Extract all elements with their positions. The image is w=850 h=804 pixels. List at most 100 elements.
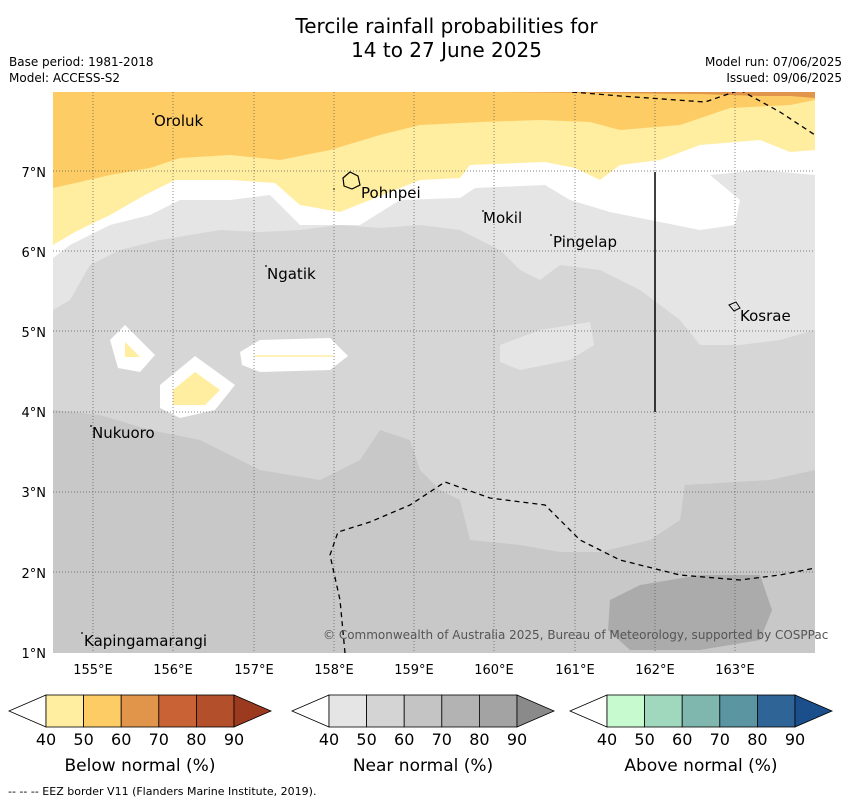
colorbar-bin — [403, 694, 443, 728]
base-period: Base period: 1981-2018 — [9, 55, 154, 69]
colorbar-tick-label: 60 — [394, 730, 414, 749]
lon-tick: 159°E — [394, 663, 434, 678]
lat-tick: 1°N — [22, 647, 47, 662]
colorbar-extend-low — [568, 694, 608, 728]
colorbar-tick-label: 90 — [224, 730, 244, 749]
lon-tick: 160°E — [474, 663, 514, 678]
colorbar-bin — [606, 694, 645, 728]
lon-tick: 157°E — [234, 663, 274, 678]
colorbar-bin — [195, 694, 235, 728]
colorbar-extend-low — [7, 694, 47, 728]
colorbar-bin — [478, 694, 518, 728]
pohnpei-coastline — [342, 171, 361, 190]
colorbar-tick-label: 70 — [432, 730, 452, 749]
colorbar-1: 40 50 60 70 80 90 Near normal (%) — [290, 694, 556, 776]
colorbar-bin — [328, 694, 367, 728]
label-oroluk: Oroluk — [154, 112, 203, 130]
kosrae-coastline — [728, 301, 741, 312]
near-normal-ngatik-blob — [240, 255, 420, 300]
colorbar-legends: 40 50 60 70 80 90 Below normal (%) 40 50 60 70 80 90… — [7, 694, 834, 776]
mokil-dot — [482, 210, 484, 212]
lon-tick: 158°E — [314, 663, 354, 678]
colorbar-bin — [757, 694, 796, 728]
title-line-2: 14 to 27 June 2025 — [351, 38, 542, 62]
graticule — [53, 92, 815, 653]
colorbar-extend-low — [290, 694, 330, 728]
colorbar-title: Below normal (%) — [65, 756, 216, 776]
forecast-field — [53, 92, 815, 653]
colorbar-tick-label: 40 — [36, 730, 56, 749]
colorbar-bin — [681, 694, 721, 728]
colorbar-0: 40 50 60 70 80 90 Below normal (%) — [7, 694, 273, 776]
pingelap-dot — [550, 234, 552, 236]
colorbar-bin — [644, 694, 683, 728]
map-title: Tercile rainfall probabilities for 14 to… — [0, 14, 850, 62]
colorbar-tick-label: 70 — [710, 730, 730, 749]
colorbar-tick-label: 40 — [597, 730, 617, 749]
below-normal-50-60 — [53, 92, 815, 188]
colorbar-bin — [120, 694, 160, 728]
colorbar-tick-label: 50 — [634, 730, 654, 749]
below-normal-patch-2 — [173, 372, 220, 405]
near-normal-patch — [500, 322, 594, 370]
below-normal-patch-1 — [125, 342, 140, 357]
copyright-notice: © Commonwealth of Australia 2025, Bureau… — [323, 628, 829, 642]
white-ring-1 — [110, 325, 155, 372]
colorbar-bin — [441, 694, 480, 728]
white-ring-3 — [240, 338, 348, 372]
eez-legend-note: -- -- -- EEZ border V11 (Flanders Marine… — [8, 785, 317, 798]
label-pingelap: Pingelap — [553, 233, 617, 251]
colorbar-tick-label: 40 — [319, 730, 339, 749]
lat-tick: 4°N — [22, 406, 47, 421]
colorbar-tick-label: 90 — [507, 730, 527, 749]
lat-tick: 7°N — [22, 166, 47, 181]
colorbar-extend-high — [794, 694, 834, 728]
colorbar-tick-label: 50 — [73, 730, 93, 749]
colorbar-tick-label: 80 — [747, 730, 767, 749]
oroluk-dot — [152, 113, 154, 115]
colorbar-extend-high — [233, 694, 273, 728]
near-normal-70-80 — [608, 575, 772, 650]
colorbar-tick-label: 60 — [672, 730, 692, 749]
label-ngatik: Ngatik — [267, 265, 316, 283]
model-name: Model: ACCESS-S2 — [9, 71, 121, 85]
colorbar-bin — [719, 694, 758, 728]
ngatik-dot — [265, 265, 267, 267]
label-nukuoro: Nukuoro — [92, 424, 155, 442]
lat-tick: 3°N — [22, 486, 47, 501]
lon-tick: 163°E — [715, 663, 755, 678]
colorbar-extend-high — [516, 694, 556, 728]
colorbar-2: 40 50 60 70 80 90 Above normal (%) — [568, 694, 834, 776]
lat-tick: 5°N — [22, 326, 47, 341]
label-kosrae: Kosrae — [740, 307, 791, 325]
model-run: Model run: 07/06/2025 — [704, 55, 842, 69]
issued-date: Issued: 09/06/2025 — [726, 71, 842, 85]
colorbar-title: Near normal (%) — [353, 756, 493, 776]
label-kapingamarangi: Kapingamarangi — [84, 632, 207, 650]
colorbar-bin — [83, 694, 122, 728]
colorbar-bin — [366, 694, 405, 728]
lat-tick: 6°N — [22, 246, 47, 261]
nukuoro-dot — [90, 425, 92, 427]
meta-right: Model run: 07/06/2025 Issued: 09/06/2025 — [705, 54, 842, 86]
map-panel: Oroluk Pohnpei Mokil Pingelap Ngatik Kos… — [22, 92, 815, 678]
colorbar-tick-label: 90 — [785, 730, 805, 749]
lat-axis: 1°N 2°N 3°N 4°N 5°N 6°N 7°N — [22, 166, 47, 662]
colorbar-title: Above normal (%) — [624, 756, 777, 776]
colorbar-bin — [158, 694, 197, 728]
pohnpei-islet-dot — [333, 188, 335, 190]
colorbar-tick-label: 50 — [356, 730, 376, 749]
lon-tick: 162°E — [635, 663, 675, 678]
colorbar-bin — [45, 694, 84, 728]
colorbar-tick-label: 80 — [186, 730, 206, 749]
title-line-1: Tercile rainfall probabilities for — [295, 14, 598, 38]
lon-tick: 161°E — [555, 663, 595, 678]
lon-tick: 156°E — [153, 663, 193, 678]
label-mokil: Mokil — [483, 209, 522, 227]
colorbar-tick-label: 70 — [149, 730, 169, 749]
colorbar-tick-label: 80 — [469, 730, 489, 749]
below-normal-60-70 — [500, 92, 815, 98]
lat-tick: 2°N — [22, 567, 47, 582]
meta-left: Base period: 1981-2018 Model: ACCESS-S2 — [9, 54, 154, 86]
colorbar-tick-label: 60 — [111, 730, 131, 749]
